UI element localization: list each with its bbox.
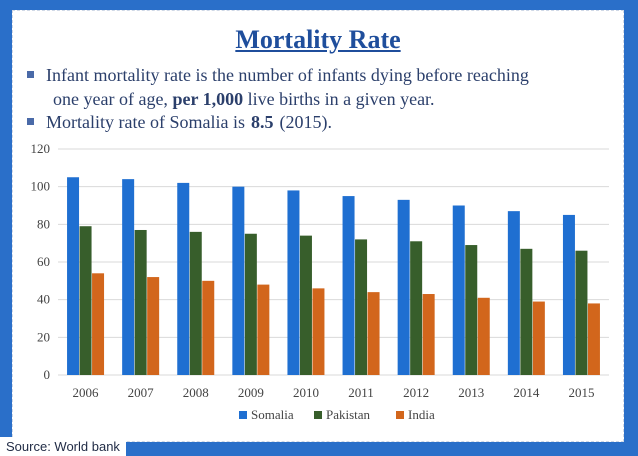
- bullet1-text: Infant mortality rate is the number of i…: [46, 65, 529, 85]
- x-tick-label: 2013: [458, 385, 484, 400]
- bar-pakistan-2007: [134, 229, 147, 375]
- bar-somalia-2010: [287, 190, 300, 375]
- x-tick-label: 2007: [128, 385, 155, 400]
- x-tick-label: 2015: [568, 385, 594, 400]
- bar-pakistan-2011: [355, 239, 368, 375]
- slide-title: Mortality Rate: [235, 25, 401, 54]
- legend-swatch-pakistan: [314, 411, 322, 419]
- bar-somalia-2011: [342, 196, 355, 375]
- bullet2-value: 8.5: [250, 112, 274, 132]
- bar-pakistan-2006: [79, 226, 92, 375]
- mortality-bar-chart: 0 20 40 60 80 100 120 2006 2007 2008 2009 2010 2011 2…: [31, 141, 609, 422]
- legend-label-india: India: [408, 407, 435, 422]
- bar-india-2006: [92, 273, 105, 375]
- source-note: Source: World bank: [0, 437, 126, 456]
- y-tick-label: 20: [37, 329, 50, 344]
- bar-india-2014: [532, 301, 545, 375]
- x-tick-label: 2011: [348, 385, 374, 400]
- bar-somalia-2007: [122, 179, 135, 375]
- bar-somalia-2009: [232, 186, 245, 375]
- bullet1-post-text: live births in a given year.: [247, 89, 435, 109]
- legend-label-pakistan: Pakistan: [326, 407, 371, 422]
- bar-pakistan-2012: [410, 241, 423, 375]
- bar-somalia-2012: [397, 199, 410, 375]
- x-tick-label: 2010: [293, 385, 319, 400]
- bullet-definition-continued: one year of age, per 1,000 live births i…: [53, 89, 435, 110]
- slide: Mortality Rate Infant mortality rate is …: [12, 10, 624, 442]
- bar-somalia-2008: [177, 182, 190, 375]
- bar-india-2011: [367, 292, 380, 375]
- bullet-definition: Infant mortality rate is the number of i…: [27, 65, 529, 86]
- bar-somalia-2015: [562, 214, 575, 375]
- legend-label-somalia: Somalia: [251, 407, 294, 422]
- bar-pakistan-2010: [299, 235, 312, 375]
- x-tick-label: 2008: [183, 385, 209, 400]
- bar-india-2013: [477, 297, 490, 375]
- bar-pakistan-2013: [465, 245, 478, 375]
- bullet-square-icon: [27, 118, 34, 126]
- x-tick-label: 2006: [73, 385, 100, 400]
- x-tick-label: 2012: [403, 385, 429, 400]
- y-tick-label: 80: [37, 216, 50, 231]
- bar-pakistan-2009: [244, 233, 257, 375]
- bullet-square-icon: [27, 71, 34, 79]
- bar-india-2008: [202, 280, 215, 375]
- bar-india-2015: [587, 303, 600, 375]
- bar-pakistan-2008: [189, 231, 202, 375]
- bar-pakistan-2015: [575, 250, 588, 375]
- bar-somalia-2006: [67, 177, 80, 375]
- bullet2-post-text: (2015).: [279, 112, 332, 132]
- x-tick-label: 2009: [238, 385, 264, 400]
- y-tick-label: 100: [31, 179, 51, 194]
- x-tick-label: 2014: [513, 385, 540, 400]
- bar-india-2010: [312, 288, 325, 375]
- y-tick-label: 0: [44, 367, 51, 382]
- y-tick-label: 40: [37, 292, 50, 307]
- y-tick-label: 120: [31, 141, 51, 156]
- bullet2-text: Mortality rate of Somalia is: [46, 112, 245, 132]
- bar-india-2012: [422, 294, 435, 375]
- bar-india-2009: [257, 284, 270, 375]
- bar-pakistan-2014: [520, 248, 533, 375]
- bar-somalia-2014: [507, 211, 520, 375]
- legend-swatch-india: [396, 411, 404, 419]
- bullet1-bold-text: per 1,000: [172, 89, 244, 109]
- y-tick-label: 60: [37, 254, 50, 269]
- bar-somalia-2013: [452, 205, 465, 375]
- bar-india-2007: [147, 277, 160, 375]
- bullet1-line2-text: one year of age,: [53, 89, 168, 109]
- bullet-somalia-rate: Mortality rate of Somalia is 8.5 (2015).: [27, 112, 332, 133]
- legend-swatch-somalia: [239, 411, 247, 419]
